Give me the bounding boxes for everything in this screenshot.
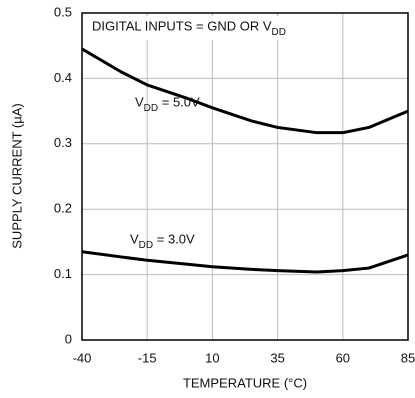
series-line: [81, 250, 409, 274]
x-tick-label: -15: [138, 350, 157, 365]
series-label: VDD = 5.0V: [135, 94, 200, 114]
x-axis-label: TEMPERATURE (°C): [183, 375, 307, 390]
x-tick-label: -40: [73, 350, 92, 365]
y-tick-label: 0.3: [54, 135, 72, 150]
y-tick-label: 0: [65, 331, 72, 346]
y-axis-label: SUPPLY CURRENT (µA): [9, 103, 24, 248]
plot-frame: [81, 12, 409, 341]
x-tick-label: 85: [401, 350, 415, 365]
y-tick-label: 0.2: [54, 201, 72, 216]
y-tick-label: 0.1: [54, 266, 72, 281]
annotation-bg: [85, 16, 321, 40]
x-tick-label: 10: [205, 350, 219, 365]
annotation: DIGITAL INPUTS = GND OR VDD: [92, 18, 286, 38]
series-line: [81, 47, 409, 135]
series-label: VDD = 3.0V: [130, 231, 195, 251]
y-tick-label: 0.4: [54, 70, 72, 85]
y-tick-label: 0.5: [54, 4, 72, 19]
x-tick-label: 60: [336, 350, 350, 365]
x-tick-label: 35: [270, 350, 284, 365]
